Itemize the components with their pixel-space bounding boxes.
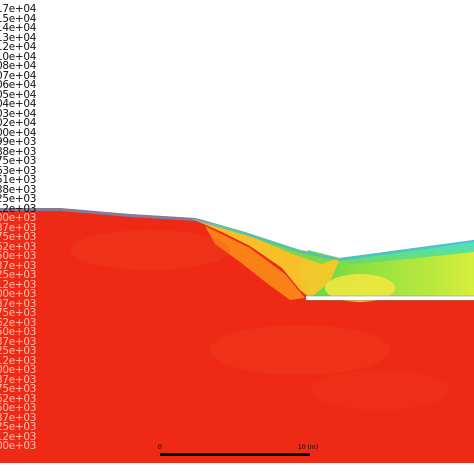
- legend-label: 88e+03: [0, 145, 37, 158]
- legend-label: 63e+03: [0, 164, 37, 177]
- legend-label: 10e+04: [0, 50, 37, 63]
- legend-label: 87e+03: [0, 297, 37, 310]
- legend-label: 02e+04: [0, 117, 37, 129]
- legend-label: 04e+04: [0, 98, 37, 110]
- legend-label: 07e+04: [0, 69, 37, 82]
- legend-label: 12e+04: [0, 41, 37, 53]
- legend-label: 62e+03: [0, 316, 37, 329]
- legend-label: 12e+03: [0, 278, 37, 291]
- legend-label: 37e+03: [0, 411, 37, 424]
- legend-label: 75e+03: [0, 383, 37, 395]
- legend-label: 12e+03: [0, 430, 37, 443]
- legend-label: 75e+03: [0, 307, 37, 319]
- legend-label: 00e+03: [0, 212, 37, 224]
- legend-label: 62e+03: [0, 392, 37, 405]
- legend-label: 99e+03: [0, 136, 37, 148]
- slope-orange: [205, 226, 305, 300]
- legend-label: 06e+04: [0, 79, 37, 91]
- scale-end-label: 10 (m): [298, 444, 319, 451]
- legend-label: 12e+03: [0, 202, 37, 215]
- legend-label: 00e+03: [0, 288, 37, 300]
- legend-label: 14e+04: [0, 22, 37, 34]
- legend-label: 25e+03: [0, 193, 37, 205]
- legend-label: 25e+03: [0, 421, 37, 433]
- legend-label: 87e+03: [0, 221, 37, 234]
- legend-label: 05e+04: [0, 88, 37, 101]
- legend-label: 15e+04: [0, 12, 37, 25]
- legend-label: 50e+03: [0, 326, 37, 338]
- legend-label: 13e+04: [0, 31, 37, 44]
- legend-label: 75e+03: [0, 231, 37, 243]
- legend-label: 50e+03: [0, 250, 37, 262]
- legend-label: 25e+03: [0, 269, 37, 281]
- scale-bar: 0 10 (m): [158, 444, 318, 456]
- scale-start-label: 0: [158, 444, 162, 451]
- legend-label: 00e+03: [0, 440, 37, 452]
- color-legend: 17e+04 15e+04 14e+04 13e+04 12e+04 10e+04 08e+…: [0, 0, 60, 474]
- legend-label: 38e+03: [0, 183, 37, 196]
- legend-label: 12e+03: [0, 354, 37, 367]
- legend-label: 50e+03: [0, 402, 37, 414]
- legend-label: 08e+04: [0, 60, 37, 72]
- legend-label: 37e+03: [0, 335, 37, 348]
- scale-bar-line: [160, 453, 310, 456]
- legend-label: 87e+03: [0, 373, 37, 386]
- slope-zone: [190, 218, 340, 298]
- yellow-hump: [325, 274, 395, 302]
- legend-label: 03e+04: [0, 107, 37, 120]
- legend-label: 00e+04: [0, 126, 37, 139]
- legend-label: 25e+03: [0, 345, 37, 357]
- legend-label: 75e+03: [0, 155, 37, 167]
- legend-label: 37e+03: [0, 259, 37, 272]
- legend-label: 00e+03: [0, 364, 37, 376]
- legend-label: 17e+04: [0, 3, 37, 15]
- legend-label: 51e+03: [0, 174, 37, 186]
- legend-label: 62e+03: [0, 240, 37, 253]
